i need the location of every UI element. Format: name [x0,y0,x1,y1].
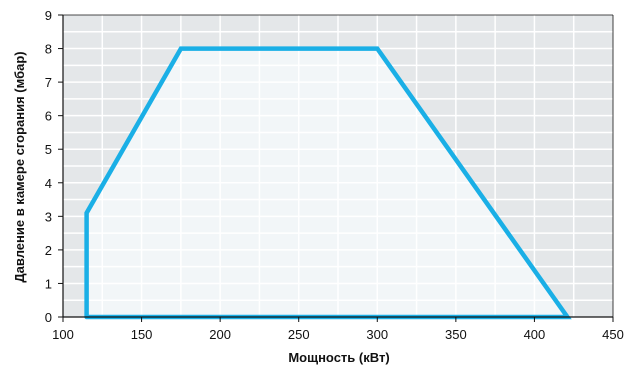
x-tick-label: 350 [445,327,467,342]
y-tick-label: 6 [45,109,52,124]
axes-layer [62,14,614,318]
x-tick-label: 100 [52,327,74,342]
x-tick-label: 400 [524,327,546,342]
y-tick-label: 9 [45,8,52,23]
y-axis-title: Давление в камере сгорания (мбар) [12,51,27,282]
y-tick-label: 0 [45,310,52,325]
y-tick-labels: 0 1 2 3 4 5 6 7 8 9 [45,8,63,325]
y-tick-label: 2 [45,243,52,258]
y-tick-label: 4 [45,176,52,191]
x-tick-label: 450 [602,327,624,342]
x-tick-labels: 100 150 200 250 300 350 400 450 [52,317,624,342]
y-tick-label: 5 [45,142,52,157]
x-tick-label: 150 [131,327,153,342]
y-tick-label: 3 [45,209,52,224]
x-axis-title: Мощность (кВт) [288,350,389,365]
y-tick-label: 1 [45,276,52,291]
y-tick-label: 7 [45,75,52,90]
x-tick-label: 300 [366,327,388,342]
x-tick-label: 200 [209,327,231,342]
y-tick-label: 8 [45,42,52,57]
grid-layer [63,15,613,317]
x-tick-label: 250 [288,327,310,342]
